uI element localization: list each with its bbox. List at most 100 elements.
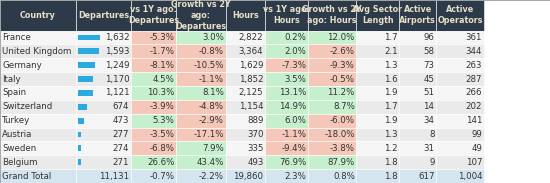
- Bar: [131, 58, 176, 72]
- Bar: [356, 169, 399, 183]
- Bar: [226, 72, 265, 86]
- Text: 266: 266: [466, 88, 482, 97]
- Text: 2.0%: 2.0%: [284, 47, 306, 56]
- Bar: [176, 100, 226, 114]
- Bar: [436, 155, 484, 169]
- Text: Growth vs 2Y
ago: Hours: Growth vs 2Y ago: Hours: [302, 5, 362, 25]
- Bar: [78, 35, 100, 40]
- Text: Active
Operators: Active Operators: [437, 5, 483, 25]
- Bar: [176, 141, 226, 155]
- Bar: [131, 141, 176, 155]
- Text: -6.8%: -6.8%: [150, 144, 174, 153]
- Text: 274: 274: [113, 144, 129, 153]
- Text: 1,629: 1,629: [239, 61, 263, 70]
- Text: 14.9%: 14.9%: [279, 102, 306, 111]
- Bar: [308, 155, 356, 169]
- Bar: [176, 114, 226, 128]
- Bar: [226, 100, 265, 114]
- Bar: [176, 72, 226, 86]
- Text: 7.9%: 7.9%: [202, 144, 224, 153]
- Text: 6.0%: 6.0%: [284, 116, 306, 125]
- Text: -0.7%: -0.7%: [150, 172, 174, 181]
- Bar: [265, 86, 308, 100]
- Text: 1.8: 1.8: [384, 172, 398, 181]
- Bar: [78, 118, 84, 124]
- Text: 99: 99: [471, 130, 482, 139]
- Bar: [308, 58, 356, 72]
- Text: 1.3: 1.3: [384, 130, 398, 139]
- Bar: [76, 169, 131, 183]
- Bar: [265, 58, 308, 72]
- Bar: [76, 72, 131, 86]
- Text: 96: 96: [424, 33, 434, 42]
- Bar: [399, 72, 436, 86]
- Text: Austria: Austria: [2, 130, 32, 139]
- Bar: [399, 155, 436, 169]
- Text: 11.2%: 11.2%: [327, 88, 355, 97]
- Text: 617: 617: [418, 172, 434, 181]
- Bar: [176, 169, 226, 183]
- Text: -0.5%: -0.5%: [330, 74, 355, 83]
- Bar: [399, 114, 436, 128]
- Bar: [76, 128, 131, 141]
- Bar: [308, 86, 356, 100]
- Text: 1.7: 1.7: [384, 102, 398, 111]
- Bar: [226, 114, 265, 128]
- Bar: [78, 104, 87, 110]
- Bar: [0, 141, 76, 155]
- Bar: [76, 100, 131, 114]
- Bar: [0, 86, 76, 100]
- Bar: [176, 86, 226, 100]
- Bar: [436, 141, 484, 155]
- Bar: [399, 100, 436, 114]
- Bar: [131, 169, 176, 183]
- Bar: [76, 31, 131, 44]
- Bar: [265, 141, 308, 155]
- Text: 2,125: 2,125: [239, 88, 263, 97]
- Text: 51: 51: [424, 88, 434, 97]
- Text: 0.8%: 0.8%: [333, 172, 355, 181]
- Bar: [131, 114, 176, 128]
- Bar: [436, 169, 484, 183]
- Text: 287: 287: [466, 74, 482, 83]
- Text: -1.1%: -1.1%: [199, 74, 224, 83]
- Text: 493: 493: [247, 158, 263, 167]
- Bar: [265, 31, 308, 44]
- Text: vs 1Y ago:
Departures: vs 1Y ago: Departures: [128, 5, 179, 25]
- Bar: [78, 145, 81, 151]
- Text: Sweden: Sweden: [2, 144, 36, 153]
- Text: -7.3%: -7.3%: [282, 61, 306, 70]
- Bar: [265, 128, 308, 141]
- Text: 2.1: 2.1: [384, 47, 398, 56]
- Text: France: France: [2, 33, 31, 42]
- Bar: [226, 0, 265, 31]
- Text: 12.0%: 12.0%: [327, 33, 355, 42]
- Bar: [356, 58, 399, 72]
- Bar: [176, 31, 226, 44]
- Bar: [308, 128, 356, 141]
- Text: -5.3%: -5.3%: [150, 33, 174, 42]
- Text: -4.8%: -4.8%: [199, 102, 224, 111]
- Text: 344: 344: [466, 47, 482, 56]
- Bar: [131, 128, 176, 141]
- Bar: [399, 58, 436, 72]
- Bar: [308, 114, 356, 128]
- Bar: [176, 155, 226, 169]
- Text: Avg Sector
Length: Avg Sector Length: [353, 5, 403, 25]
- Text: 0.2%: 0.2%: [284, 33, 306, 42]
- Bar: [356, 31, 399, 44]
- Bar: [308, 100, 356, 114]
- Text: 263: 263: [466, 61, 482, 70]
- Text: 26.6%: 26.6%: [147, 158, 174, 167]
- Text: -1.7%: -1.7%: [150, 47, 174, 56]
- Text: -6.0%: -6.0%: [330, 116, 355, 125]
- Bar: [0, 72, 76, 86]
- Text: -0.8%: -0.8%: [199, 47, 224, 56]
- Text: Turkey: Turkey: [2, 116, 30, 125]
- Text: -8.1%: -8.1%: [150, 61, 174, 70]
- Text: -9.3%: -9.3%: [330, 61, 355, 70]
- Bar: [308, 31, 356, 44]
- Text: 1,632: 1,632: [104, 33, 129, 42]
- Bar: [265, 0, 308, 31]
- Text: 674: 674: [113, 102, 129, 111]
